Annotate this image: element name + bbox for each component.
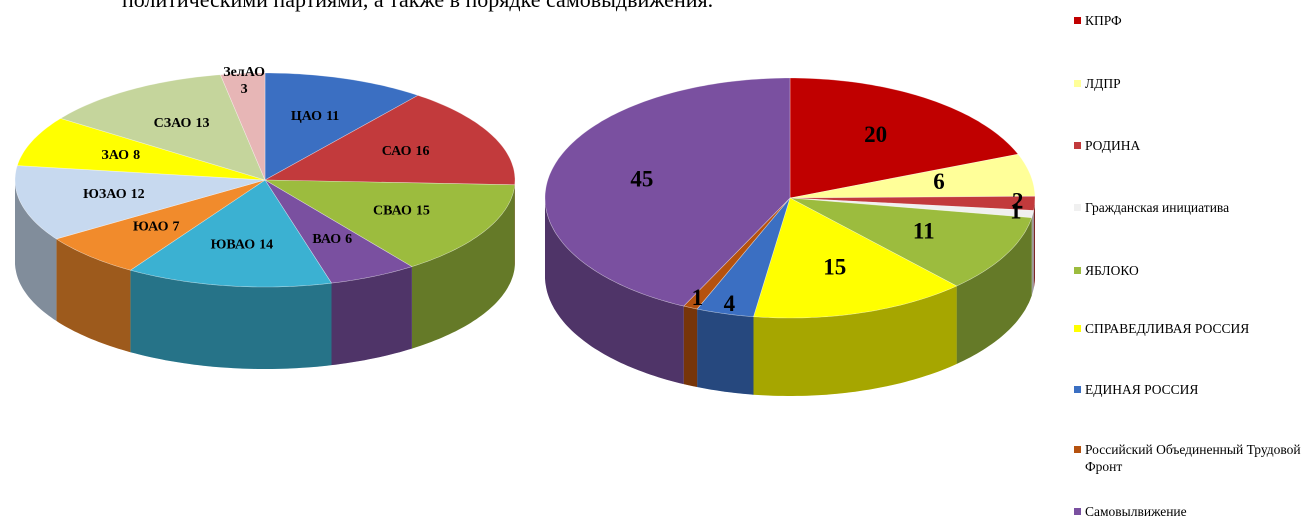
data-label: 1 — [1010, 198, 1022, 223]
legend-swatch — [1074, 142, 1081, 149]
intro-text: политическими партиями, а также в порядк… — [122, 0, 713, 12]
data-label: 6 — [933, 169, 945, 194]
legend-item: ЯБЛОКО — [1074, 262, 1308, 279]
legend-label: СПРАВЕДЛИВАЯ РОССИЯ — [1085, 321, 1249, 336]
legend-item: КПРФ — [1074, 12, 1308, 29]
legend-item: Российский Объединенный Трудовой Фронт — [1074, 441, 1308, 475]
data-label-value: 13 — [195, 116, 209, 131]
data-label-category: ЦАО — [291, 109, 322, 124]
legend-item: СПРАВЕДЛИВАЯ РОССИЯ — [1074, 320, 1308, 337]
pie-side-shade — [1034, 198, 1035, 289]
data-label: 20 — [864, 122, 887, 147]
data-label: 11 — [913, 219, 935, 244]
pie-side-shade — [697, 309, 753, 395]
data-label-category: СЗАО — [154, 116, 192, 131]
data-label: 45 — [630, 167, 653, 192]
legend-swatch — [1074, 508, 1081, 515]
data-label-category: ЗАО — [101, 148, 129, 163]
data-label-category: СВАО — [373, 204, 412, 219]
data-label-value: 15 — [416, 204, 430, 219]
data-label: 1 — [692, 285, 704, 310]
data-label: 15 — [823, 254, 846, 279]
legend-label: Российский Объединенный Трудовой Фронт — [1085, 442, 1301, 474]
data-label-value: 12 — [131, 187, 145, 202]
data-label: ВАО 6 — [312, 232, 352, 247]
legend-label: ЯБЛОКО — [1085, 263, 1139, 278]
data-label-category: ЗелАО — [223, 65, 265, 80]
legend-item: Самовылвижение — [1074, 503, 1308, 520]
data-label-value: 8 — [133, 148, 140, 163]
data-label: ЗАО 8 — [101, 148, 140, 163]
data-label-category: ЮВАО — [211, 238, 256, 253]
data-label-category: ЮЗАО — [83, 187, 127, 202]
data-label-value: 3 — [241, 82, 248, 97]
legend-label: Гражданская инициатива — [1085, 200, 1229, 215]
legend-label: ЛДПР — [1085, 76, 1121, 91]
data-label: ЦАО 11 — [291, 109, 339, 124]
data-label-category: САО — [382, 144, 412, 159]
data-label-value: 6 — [345, 232, 352, 247]
data-label: СВАО 15 — [373, 204, 430, 219]
data-label-value: 7 — [172, 219, 179, 234]
legend-item: ЕДИНАЯ РОССИЯ — [1074, 381, 1308, 398]
data-label: 4 — [724, 291, 736, 316]
legend-item: РОДИНА — [1074, 137, 1308, 154]
legend-swatch — [1074, 267, 1081, 274]
data-label: ЮЗАО 12 — [83, 187, 144, 202]
legend-swatch — [1074, 80, 1081, 87]
data-label-value: 11 — [326, 109, 339, 124]
legend-item: ЛДПР — [1074, 75, 1308, 92]
data-label-value: 16 — [415, 144, 429, 159]
legend-swatch — [1074, 204, 1081, 211]
legend-label: КПРФ — [1085, 13, 1122, 28]
pie-side-shade — [684, 306, 697, 387]
legend-swatch — [1074, 446, 1081, 453]
data-label-category: ВАО — [312, 232, 341, 247]
legend-label: ЕДИНАЯ РОССИЯ — [1085, 382, 1198, 397]
legend-swatch — [1074, 17, 1081, 24]
data-label-category: ЮАО — [133, 219, 169, 234]
data-label-value: 14 — [259, 238, 273, 253]
pie-side-shade — [1032, 211, 1034, 296]
legend-item: Гражданская инициатива — [1074, 199, 1308, 216]
legend-swatch — [1074, 386, 1081, 393]
legend-swatch — [1074, 325, 1081, 332]
legend-label: РОДИНА — [1085, 138, 1140, 153]
